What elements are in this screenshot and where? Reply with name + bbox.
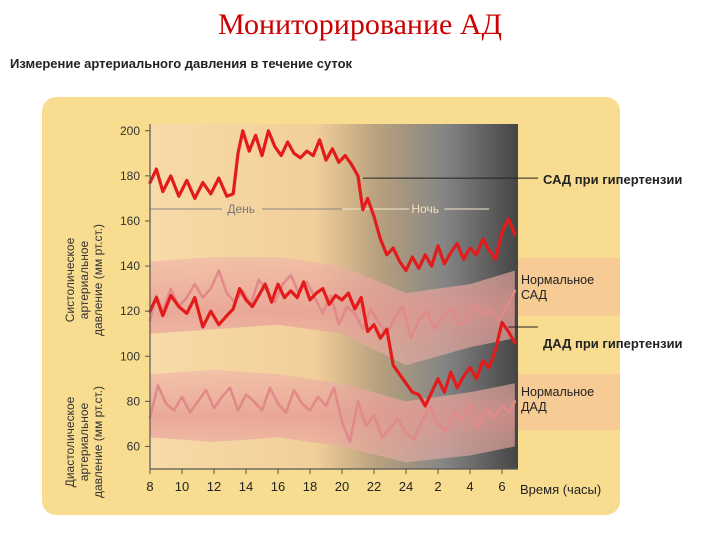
y-tick-label: 100 bbox=[120, 349, 140, 363]
night-period-label: Ночь bbox=[411, 202, 439, 216]
right-area-strip bbox=[518, 374, 620, 430]
x-tick-label: 6 bbox=[498, 479, 505, 494]
y-tick-label: 80 bbox=[127, 394, 141, 408]
x-tick-label: 8 bbox=[146, 479, 153, 494]
legend-dad-hypertension: ДАД при гипертензии bbox=[543, 336, 683, 351]
diastolic-label-line-1: Диастолическое bbox=[63, 396, 77, 487]
legend-normal-sad: САД bbox=[521, 288, 548, 302]
x-axis-label: Время (часы) bbox=[520, 482, 601, 497]
x-tick-label: 16 bbox=[271, 479, 285, 494]
normal-dad-band bbox=[150, 369, 515, 463]
page-title: Мониторирование АД bbox=[218, 8, 502, 41]
y-tick-label: 180 bbox=[120, 169, 140, 183]
normal-sad-band bbox=[150, 257, 515, 366]
y-tick-label: 120 bbox=[120, 304, 140, 318]
x-tick-label: 2 bbox=[434, 479, 441, 494]
x-tick-label: 20 bbox=[335, 479, 349, 494]
systolic-label-line-3: давление (мм рт.ст.) bbox=[91, 224, 105, 336]
normal-sad-line bbox=[148, 269, 517, 340]
legend-normal-dad: Нормальное bbox=[521, 385, 594, 399]
legend-normal-sad: Нормальное bbox=[521, 273, 594, 287]
right-area-strip bbox=[518, 258, 620, 316]
normal-dad-line bbox=[148, 384, 517, 444]
systolic-label-line-1: Систолическое bbox=[63, 237, 77, 322]
sad-hypertension-line bbox=[148, 129, 517, 273]
x-tick-label: 4 bbox=[466, 479, 473, 494]
systolic-axis-label: Систолическое артериальное давление (мм … bbox=[63, 224, 105, 336]
y-tick-label: 60 bbox=[127, 439, 141, 453]
chart-subtitle: Измерение артериального давления в течен… bbox=[10, 56, 353, 71]
y-tick-label: 140 bbox=[120, 259, 140, 273]
legend-normal-dad: ДАД bbox=[521, 400, 547, 414]
y-tick-label: 160 bbox=[120, 214, 140, 228]
dad-hypertension-line bbox=[148, 280, 517, 408]
diastolic-label-line-2: артериальное bbox=[77, 402, 91, 481]
diastolic-axis-label: Диастолическое артериальное давление (мм… bbox=[63, 386, 105, 498]
x-tick-label: 18 bbox=[303, 479, 317, 494]
x-tick-label: 14 bbox=[239, 479, 253, 494]
diastolic-label-line-3: давление (мм рт.ст.) bbox=[91, 386, 105, 498]
x-tick-label: 12 bbox=[207, 479, 221, 494]
y-tick-label: 200 bbox=[120, 124, 140, 138]
x-tick-label: 10 bbox=[175, 479, 189, 494]
x-tick-label: 22 bbox=[367, 479, 381, 494]
x-tick-label: 24 bbox=[399, 479, 413, 494]
systolic-label-line-2: артериальное bbox=[77, 240, 91, 319]
legend-sad-hypertension: САД при гипертензии bbox=[543, 172, 682, 187]
day-period-label: День bbox=[227, 202, 255, 216]
